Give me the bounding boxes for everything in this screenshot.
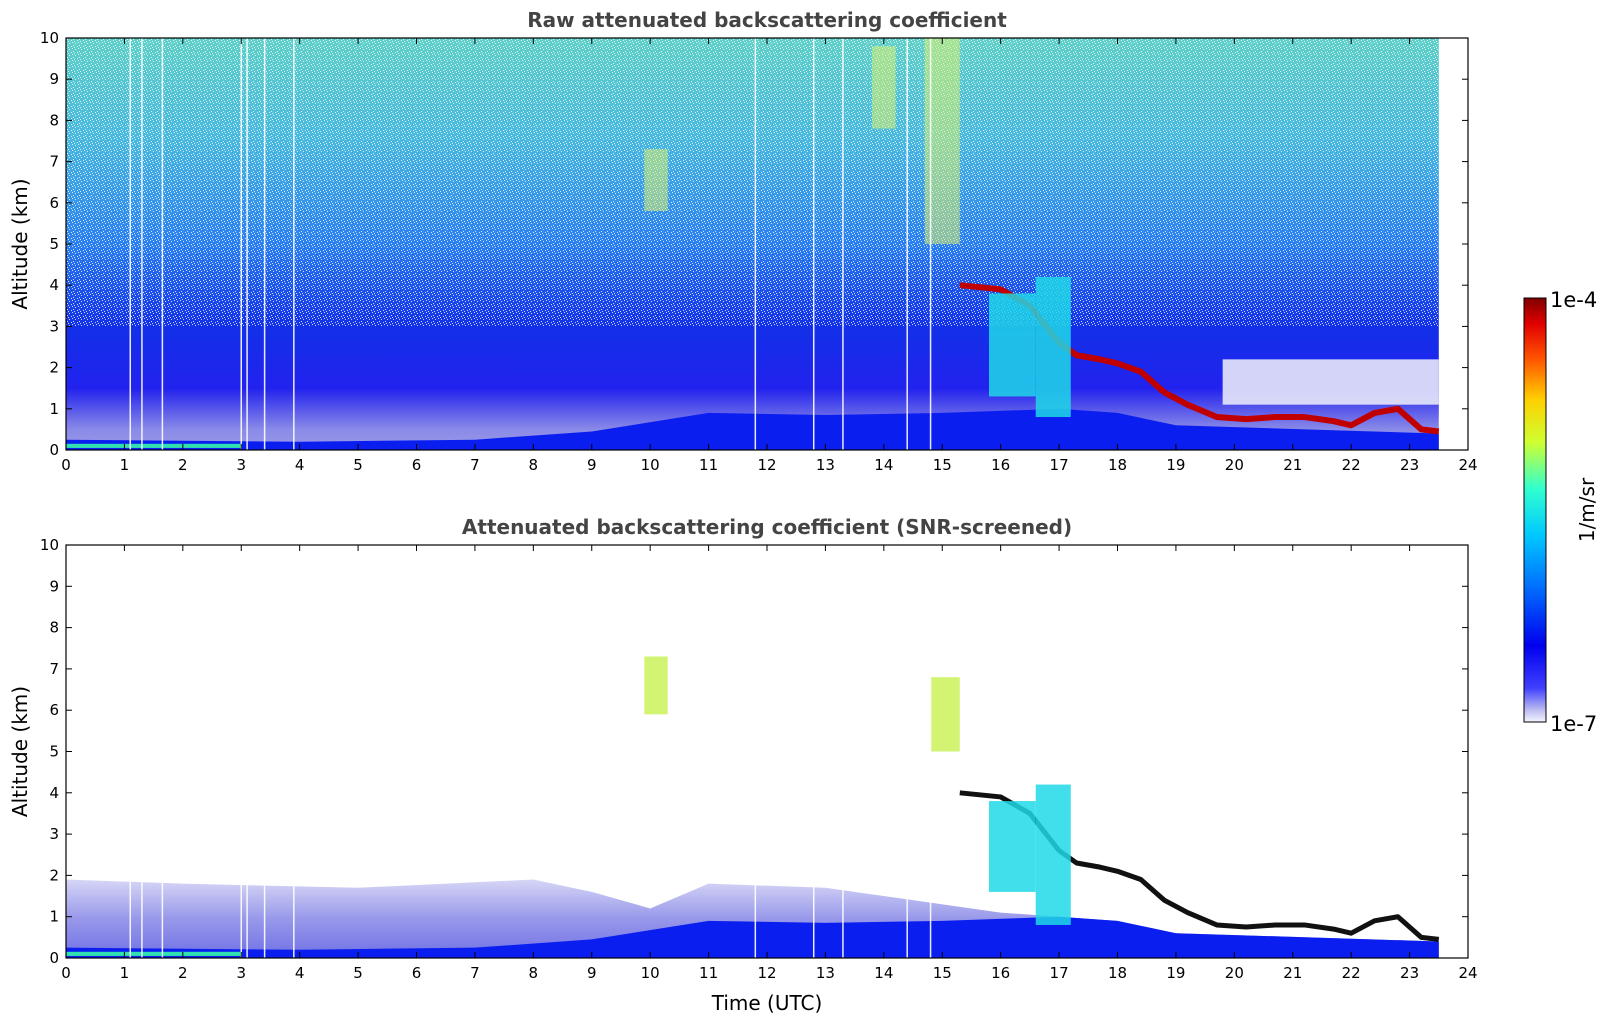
y-tick-label: 1 <box>49 400 59 418</box>
colorbar-max-label: 1e-4 <box>1550 288 1597 312</box>
y-tick-label: 9 <box>49 577 59 595</box>
x-tick-label: 1 <box>120 456 130 474</box>
x-tick-label: 4 <box>295 456 305 474</box>
chart-title: Raw attenuated backscattering coefficien… <box>527 8 1007 32</box>
x-tick-label: 11 <box>699 964 718 982</box>
x-tick-label: 15 <box>933 456 952 474</box>
x-tick-label: 17 <box>1050 456 1069 474</box>
y-tick-label: 9 <box>49 70 59 88</box>
x-tick-label: 13 <box>816 456 835 474</box>
x-tick-label: 19 <box>1166 456 1185 474</box>
x-tick-label: 1 <box>120 964 130 982</box>
x-tick-label: 5 <box>353 456 363 474</box>
high-cloud-patch <box>644 656 668 715</box>
x-tick-label: 12 <box>757 456 776 474</box>
x-tick-label: 16 <box>991 456 1010 474</box>
x-tick-label: 23 <box>1400 456 1419 474</box>
y-tick-label: 3 <box>49 825 59 843</box>
y-tick-label: 0 <box>49 949 59 967</box>
y-tick-label: 0 <box>49 441 59 459</box>
x-tick-label: 19 <box>1166 964 1185 982</box>
x-tick-label: 18 <box>1108 456 1127 474</box>
x-tick-label: 3 <box>236 456 246 474</box>
y-tick-label: 1 <box>49 908 59 926</box>
x-tick-label: 10 <box>641 964 660 982</box>
y-tick-label: 8 <box>49 111 59 129</box>
x-tick-label: 13 <box>816 964 835 982</box>
y-tick-label: 5 <box>49 743 59 761</box>
x-tick-label: 15 <box>933 964 952 982</box>
x-tick-label: 21 <box>1283 964 1302 982</box>
x-axis-label: Time (UTC) <box>711 991 823 1015</box>
x-tick-label: 14 <box>874 964 893 982</box>
colorbar-min-label: 1e-7 <box>1550 712 1597 736</box>
y-tick-label: 10 <box>40 29 59 47</box>
x-tick-label: 0 <box>61 456 71 474</box>
y-tick-label: 2 <box>49 866 59 884</box>
colorbar: 1e-4 1e-7 1/m/sr <box>1523 288 1599 736</box>
y-tick-label: 6 <box>49 194 59 212</box>
x-tick-label: 9 <box>587 964 597 982</box>
x-tick-label: 23 <box>1400 964 1419 982</box>
y-tick-label: 6 <box>49 701 59 719</box>
high-cloud-patch <box>872 46 896 129</box>
y-axis-label: Altitude (km) <box>8 686 32 817</box>
x-tick-label: 24 <box>1458 456 1477 474</box>
x-tick-label: 11 <box>699 456 718 474</box>
x-tick-label: 22 <box>1342 456 1361 474</box>
y-tick-label: 4 <box>49 276 59 294</box>
x-tick-label: 21 <box>1283 456 1302 474</box>
y-axis-label: Altitude (km) <box>8 178 32 309</box>
chart-title: Attenuated backscattering coefficient (S… <box>462 515 1072 539</box>
x-tick-label: 16 <box>991 964 1010 982</box>
x-tick-label: 8 <box>529 964 539 982</box>
x-tick-label: 3 <box>236 964 246 982</box>
x-tick-label: 0 <box>61 964 71 982</box>
x-tick-label: 20 <box>1225 964 1244 982</box>
high-cloud-patch <box>930 677 960 752</box>
panel-1: 0 1 2 3 4 5 6 7 8 9 10 11 12 13 14 15 16 17 18 19 20 21 22 23 24… <box>8 8 1478 474</box>
x-tick-label: 2 <box>178 456 188 474</box>
x-tick-label: 10 <box>641 456 660 474</box>
y-tick-label: 7 <box>49 153 59 171</box>
x-tick-label: 22 <box>1342 964 1361 982</box>
x-tick-label: 7 <box>470 456 480 474</box>
x-tick-label: 5 <box>353 964 363 982</box>
heatmap-field <box>66 545 1440 958</box>
x-tick-label: 17 <box>1050 964 1069 982</box>
y-tick-label: 10 <box>40 536 59 554</box>
y-tick-label: 5 <box>49 235 59 253</box>
x-tick-label: 4 <box>295 964 305 982</box>
y-tick-label: 3 <box>49 317 59 335</box>
colorbar-label: 1/m/sr <box>1575 477 1599 542</box>
x-tick-label: 14 <box>874 456 893 474</box>
y-tick-label: 7 <box>49 660 59 678</box>
colorbar-gradient <box>1523 297 1547 723</box>
x-tick-label: 8 <box>529 456 539 474</box>
panel-2: 0 1 2 3 4 5 6 7 8 9 10 11 12 13 14 15 16 17 18 19 20 21 22 23 24… <box>8 515 1478 1015</box>
x-tick-label: 9 <box>587 456 597 474</box>
x-tick-label: 2 <box>178 964 188 982</box>
x-tick-label: 7 <box>470 964 480 982</box>
x-tick-label: 6 <box>412 456 422 474</box>
x-tick-label: 20 <box>1225 456 1244 474</box>
heatmap-field <box>66 38 1440 450</box>
x-tick-label: 12 <box>757 964 776 982</box>
x-tick-label: 6 <box>412 964 422 982</box>
y-tick-label: 4 <box>49 784 59 802</box>
y-tick-label: 8 <box>49 619 59 637</box>
high-cloud-patch <box>644 149 668 212</box>
y-tick-label: 2 <box>49 359 59 377</box>
x-tick-label: 24 <box>1458 964 1477 982</box>
x-tick-label: 18 <box>1108 964 1127 982</box>
